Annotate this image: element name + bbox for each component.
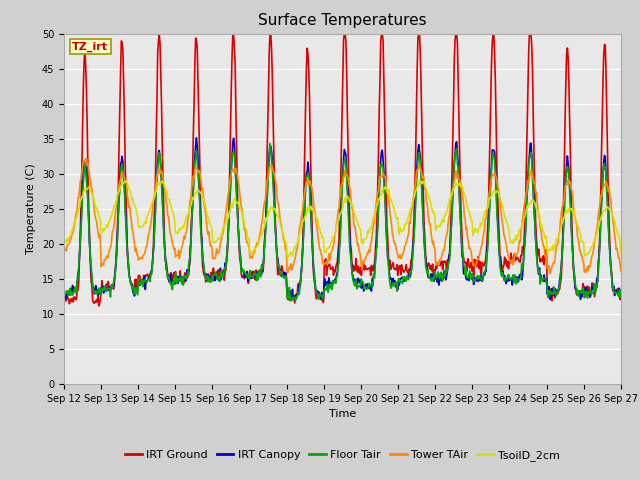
IRT Canopy: [127, 280, 135, 286]
Tower TAir: [185, 213, 193, 219]
IRT Ground: [411, 186, 419, 192]
IRT Ground: [184, 273, 192, 279]
TsoilD_2cm: [184, 213, 192, 218]
Y-axis label: Temperature (C): Temperature (C): [26, 163, 36, 254]
TsoilD_2cm: [420, 178, 428, 184]
TsoilD_2cm: [411, 192, 419, 197]
Tower TAir: [428, 230, 435, 236]
IRT Ground: [127, 282, 135, 288]
Floor Tair: [428, 276, 436, 282]
Floor Tair: [70, 287, 78, 293]
IRT Ground: [214, 275, 221, 280]
Tower TAir: [60, 250, 68, 255]
Floor Tair: [287, 298, 295, 304]
IRT Canopy: [60, 294, 68, 300]
Floor Tair: [214, 277, 221, 283]
IRT Ground: [229, 31, 237, 36]
Tower TAir: [83, 156, 90, 161]
Tower TAir: [547, 271, 554, 276]
IRT Canopy: [193, 135, 200, 141]
Floor Tair: [412, 204, 419, 210]
TsoilD_2cm: [60, 241, 68, 247]
Line: IRT Canopy: IRT Canopy: [64, 138, 621, 300]
IRT Canopy: [70, 287, 78, 293]
IRT Canopy: [617, 293, 625, 299]
Tower TAir: [70, 224, 78, 229]
Floor Tair: [60, 294, 68, 300]
X-axis label: Time: Time: [329, 409, 356, 419]
Line: Floor Tair: Floor Tair: [64, 144, 621, 301]
IRT Ground: [617, 287, 625, 293]
IRT Ground: [70, 294, 78, 300]
IRT Ground: [428, 263, 435, 269]
Tower TAir: [411, 183, 419, 189]
Line: IRT Ground: IRT Ground: [64, 34, 621, 306]
TsoilD_2cm: [127, 193, 135, 199]
IRT Canopy: [287, 297, 295, 303]
Tower TAir: [214, 250, 222, 256]
Tower TAir: [617, 268, 625, 274]
Line: TsoilD_2cm: TsoilD_2cm: [64, 181, 621, 258]
IRT Ground: [60, 303, 68, 309]
Floor Tair: [266, 141, 274, 146]
TsoilD_2cm: [284, 255, 292, 261]
TsoilD_2cm: [428, 207, 436, 213]
IRT Canopy: [412, 193, 419, 199]
Title: Surface Temperatures: Surface Temperatures: [258, 13, 427, 28]
Floor Tair: [184, 272, 192, 278]
IRT Canopy: [214, 276, 222, 281]
Floor Tair: [617, 294, 625, 300]
TsoilD_2cm: [70, 220, 78, 226]
Floor Tair: [127, 282, 135, 288]
Legend: IRT Ground, IRT Canopy, Floor Tair, Tower TAir, TsoilD_2cm: IRT Ground, IRT Canopy, Floor Tair, Towe…: [120, 445, 564, 466]
Line: Tower TAir: Tower TAir: [64, 158, 621, 274]
TsoilD_2cm: [214, 237, 221, 243]
Text: TZ_irt: TZ_irt: [72, 41, 108, 52]
IRT Canopy: [184, 268, 192, 274]
IRT Canopy: [428, 274, 436, 280]
Tower TAir: [128, 227, 136, 232]
TsoilD_2cm: [617, 251, 625, 256]
